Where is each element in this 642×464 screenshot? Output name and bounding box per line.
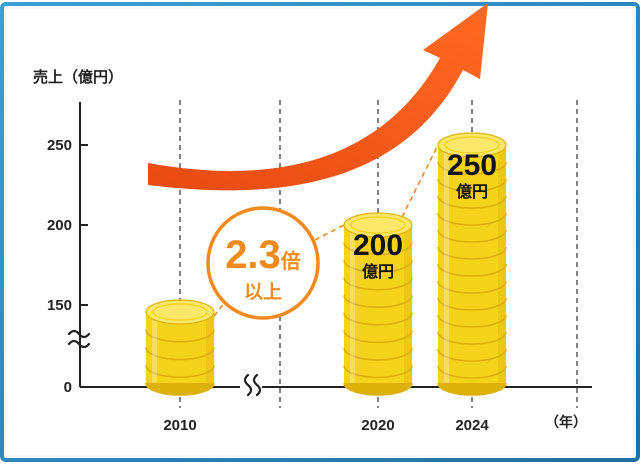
axis-break-x-icon (240, 372, 262, 402)
value-number-2024: 250 (447, 149, 497, 182)
x-tick-labels: 2010 2020 2024 (163, 417, 489, 434)
y-axis-label: 売上（億円） (33, 68, 123, 86)
trend-arrow (148, 3, 488, 191)
axis-break-y-icon (67, 329, 91, 349)
svg-text:2.3倍: 2.3倍 (225, 233, 301, 277)
y-ticks: 0 150 200 250 (47, 137, 88, 396)
growth-connectors (213, 144, 439, 317)
coin-stack-2024 (437, 132, 507, 396)
x-axis-unit: （年） (545, 414, 587, 431)
growth-annotation: 2.3倍 以上 (206, 206, 320, 320)
value-number-2020: 200 (353, 229, 403, 262)
value-unit-2024: 億円 (456, 182, 488, 201)
y-tick-label-200: 200 (47, 217, 72, 234)
x-tick-label-2020: 2020 (361, 417, 394, 434)
coin-stack-2010 (145, 299, 215, 396)
x-tick-label-2010: 2010 (163, 417, 196, 434)
coin-stack-2020 (343, 212, 413, 396)
y-tick-label-250: 250 (47, 137, 72, 154)
coin-stacks (145, 132, 507, 396)
y-tick-label-0: 0 (64, 379, 72, 396)
x-tick-label-2024: 2024 (455, 417, 489, 434)
value-unit-2020: 億円 (362, 262, 394, 281)
y-tick-label-150: 150 (47, 297, 72, 314)
svg-text:以上: 以上 (244, 281, 282, 303)
